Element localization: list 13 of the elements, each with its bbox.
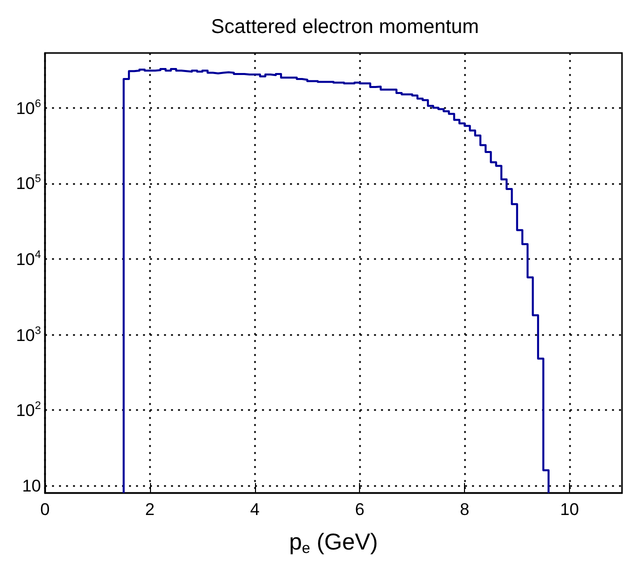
y-tick-label: 10$^{5}$ <box>16 174 41 194</box>
y-tick-label: 10$^{6}$ <box>16 98 41 118</box>
x-tick-label: 8 <box>460 500 470 519</box>
y-tick-label: 10$^{2}$ <box>16 400 41 420</box>
y-tick-label: 10$^{4}$ <box>16 249 41 269</box>
x-tick-label: 6 <box>354 500 364 519</box>
x-tick-label: 10 <box>560 500 580 519</box>
x-tick-label: 4 <box>250 500 260 519</box>
chart-title: Scattered electron momentum <box>211 16 479 38</box>
x-tick-label: 2 <box>145 500 155 519</box>
y-tick-label: 10$^{3}$ <box>16 324 41 344</box>
y-tick-label: 10 <box>22 476 41 496</box>
x-tick-label: 0 <box>40 500 50 519</box>
